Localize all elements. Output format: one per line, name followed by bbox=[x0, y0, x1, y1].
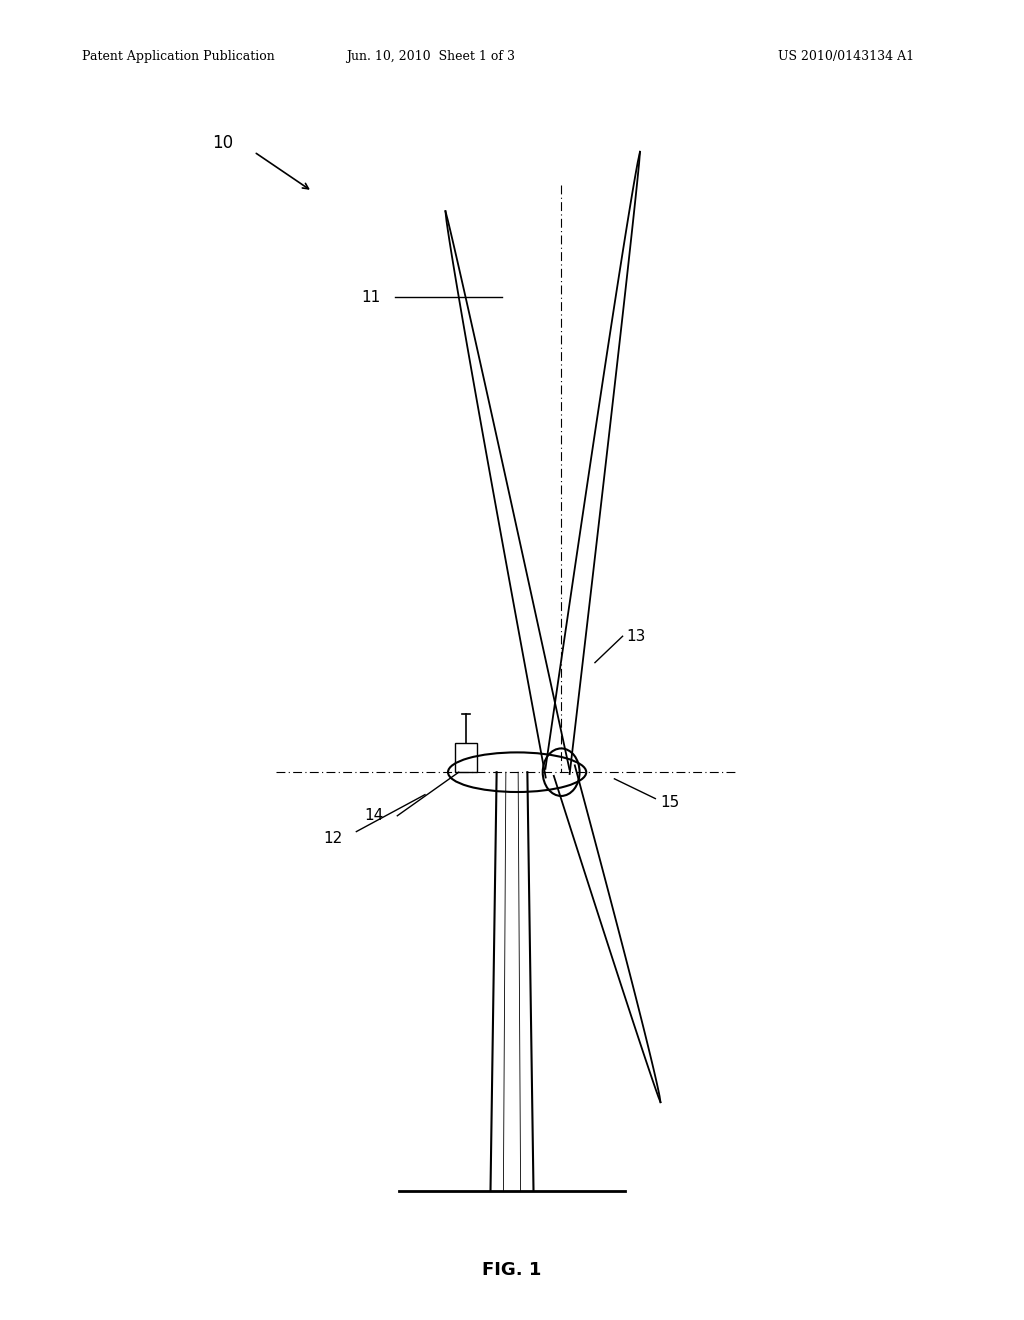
Text: US 2010/0143134 A1: US 2010/0143134 A1 bbox=[778, 50, 914, 63]
Text: FIG. 1: FIG. 1 bbox=[482, 1261, 542, 1279]
Text: Jun. 10, 2010  Sheet 1 of 3: Jun. 10, 2010 Sheet 1 of 3 bbox=[345, 50, 515, 63]
Text: 12: 12 bbox=[324, 830, 343, 846]
Text: 10: 10 bbox=[212, 133, 233, 152]
Text: Patent Application Publication: Patent Application Publication bbox=[82, 50, 274, 63]
Text: 15: 15 bbox=[660, 795, 680, 810]
Text: 11: 11 bbox=[361, 289, 381, 305]
Text: 13: 13 bbox=[627, 628, 646, 644]
Text: 14: 14 bbox=[365, 808, 384, 824]
